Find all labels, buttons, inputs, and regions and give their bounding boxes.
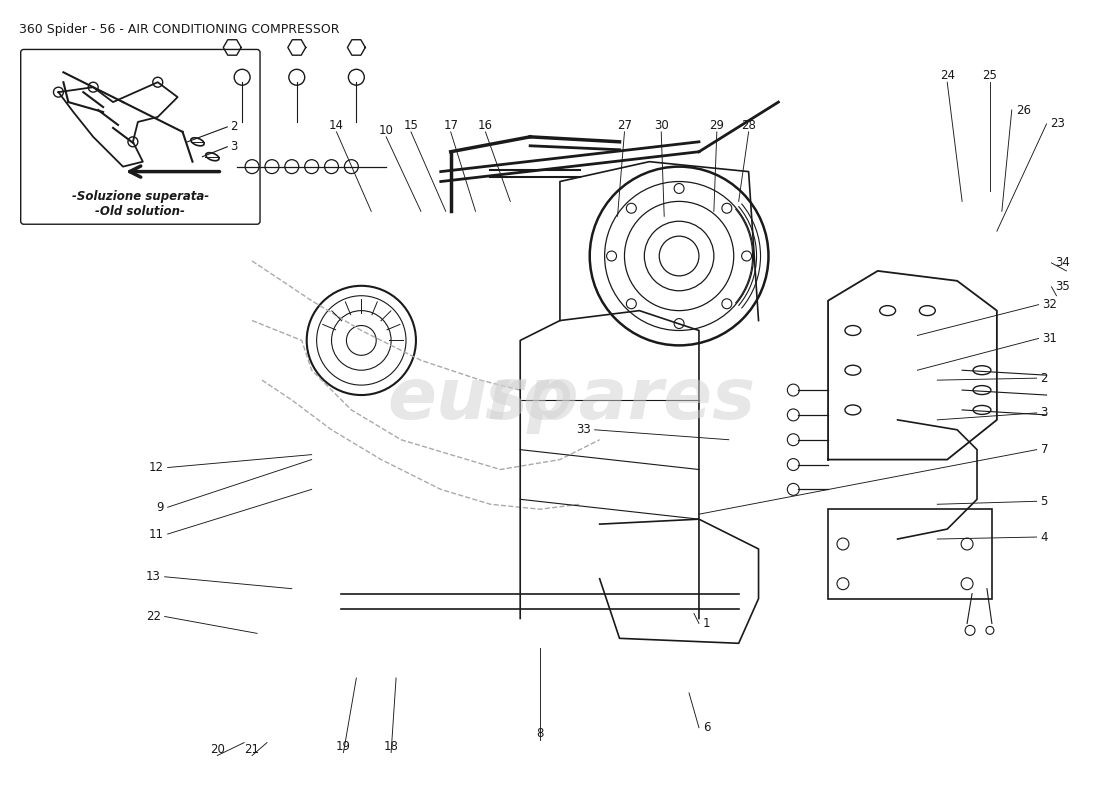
Text: 3: 3 bbox=[1041, 406, 1048, 419]
Text: 27: 27 bbox=[617, 119, 632, 132]
Text: 33: 33 bbox=[576, 423, 591, 436]
Text: spares: spares bbox=[484, 366, 755, 434]
Text: 9: 9 bbox=[156, 501, 164, 514]
Text: 7: 7 bbox=[1041, 443, 1048, 456]
Text: 30: 30 bbox=[653, 119, 669, 132]
Text: 32: 32 bbox=[1043, 298, 1057, 311]
Text: 25: 25 bbox=[982, 70, 998, 82]
FancyBboxPatch shape bbox=[21, 50, 260, 224]
Text: 15: 15 bbox=[404, 119, 418, 132]
Text: 21: 21 bbox=[244, 742, 260, 755]
Text: 13: 13 bbox=[146, 570, 161, 583]
Text: 360 Spider - 56 - AIR CONDITIONING COMPRESSOR: 360 Spider - 56 - AIR CONDITIONING COMPR… bbox=[19, 22, 339, 36]
Text: 23: 23 bbox=[1050, 118, 1066, 130]
Text: 6: 6 bbox=[703, 722, 711, 734]
Text: 8: 8 bbox=[537, 726, 543, 740]
Text: 17: 17 bbox=[443, 119, 459, 132]
Text: 22: 22 bbox=[145, 610, 161, 623]
Text: 14: 14 bbox=[329, 119, 344, 132]
Text: 2: 2 bbox=[230, 121, 238, 134]
Text: 29: 29 bbox=[710, 119, 724, 132]
Text: 10: 10 bbox=[378, 124, 394, 137]
Text: 11: 11 bbox=[148, 527, 164, 541]
Text: 2: 2 bbox=[1041, 372, 1048, 385]
Text: -Soluzione superata-: -Soluzione superata- bbox=[72, 190, 209, 203]
Text: 4: 4 bbox=[1041, 530, 1048, 543]
Text: 3: 3 bbox=[230, 140, 238, 154]
Text: 19: 19 bbox=[336, 739, 351, 753]
Text: 12: 12 bbox=[148, 461, 164, 474]
Text: 26: 26 bbox=[1015, 103, 1031, 117]
Text: 28: 28 bbox=[741, 119, 756, 132]
Text: 34: 34 bbox=[1056, 257, 1070, 270]
Text: 35: 35 bbox=[1056, 280, 1070, 294]
Text: 24: 24 bbox=[939, 70, 955, 82]
Text: 31: 31 bbox=[1043, 332, 1057, 345]
Text: 1: 1 bbox=[703, 617, 711, 630]
Text: 16: 16 bbox=[478, 119, 493, 132]
Text: euro: euro bbox=[387, 366, 573, 434]
Text: 20: 20 bbox=[210, 742, 224, 755]
Text: -Old solution-: -Old solution- bbox=[96, 205, 185, 218]
Bar bbox=[828, 510, 992, 598]
Text: 18: 18 bbox=[384, 739, 398, 753]
Text: 5: 5 bbox=[1041, 494, 1048, 508]
